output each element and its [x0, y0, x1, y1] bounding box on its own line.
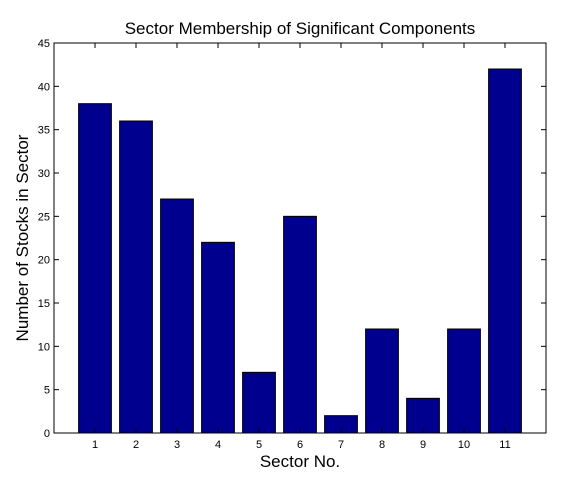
bar-sector-1	[78, 103, 112, 434]
y-tick-label-40: 40	[38, 81, 50, 93]
x-tick-label-6: 6	[297, 439, 303, 451]
x-tick-label-3: 3	[174, 439, 180, 451]
x-tick-label-11: 11	[499, 439, 510, 451]
x-tick-label-7: 7	[338, 439, 344, 451]
y-tick-label-15: 15	[38, 298, 50, 310]
x-tick-label-4: 4	[215, 439, 221, 451]
x-tick-label-8: 8	[379, 439, 385, 451]
y-tick-label-25: 25	[38, 211, 50, 223]
bar-sector-10	[447, 328, 481, 434]
x-tick-label-10: 10	[458, 439, 470, 451]
y-tick-label-5: 5	[44, 385, 50, 397]
bar-sector-6	[283, 215, 317, 434]
y-tick-label-30: 30	[38, 168, 50, 180]
bar-sector-3	[160, 198, 194, 434]
plot-area-frame	[53, 42, 547, 434]
bar-sector-5	[242, 371, 276, 434]
bar-sector-2	[119, 120, 153, 434]
y-axis-label: Number of Stocks in Sector	[13, 134, 32, 341]
x-tick-label-2: 2	[133, 439, 139, 451]
x-tick-label-5: 5	[256, 439, 262, 451]
y-tick-label-0: 0	[44, 428, 50, 440]
bar-sector-4	[201, 241, 235, 434]
bar-sector-8	[365, 328, 399, 434]
x-axis-label: Sector No.	[260, 452, 340, 471]
chart-title: Sector Membership of Significant Compone…	[125, 19, 476, 38]
x-tick-label-9: 9	[420, 439, 426, 451]
y-tick-label-45: 45	[38, 38, 50, 50]
y-tick-label-35: 35	[38, 125, 50, 137]
bar-sector-9	[406, 397, 440, 434]
bar-sector-11	[488, 68, 522, 434]
x-tick-label-1: 1	[92, 439, 98, 451]
y-tick-label-20: 20	[38, 255, 50, 267]
bars-layer	[78, 68, 522, 434]
y-tick-label-10: 10	[38, 341, 50, 353]
